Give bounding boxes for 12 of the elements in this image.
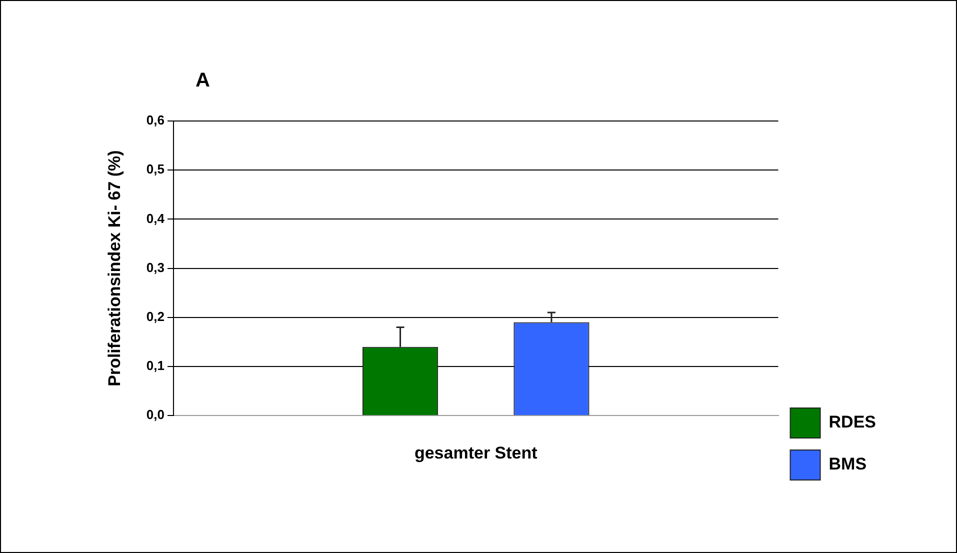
legend-label: RDES (828, 412, 876, 432)
y-tick-label: 0,4 (146, 210, 166, 226)
chart-title: A (195, 70, 210, 92)
x-tick-label: gesamter Stent (414, 443, 538, 462)
y-tick-label: 0,3 (146, 260, 164, 275)
y-axis-title: Proliferationsindex Ki- 67 (%) (104, 150, 124, 386)
y-tick-label: 0,6 (146, 112, 164, 128)
y-tick-label: 0,5 (146, 162, 164, 177)
y-tick-label: 0,1 (146, 358, 164, 374)
legend-label: BMS (828, 454, 867, 474)
y-tick-label: 0,2 (146, 308, 164, 324)
y-tick-label: 0,0 (146, 407, 164, 422)
